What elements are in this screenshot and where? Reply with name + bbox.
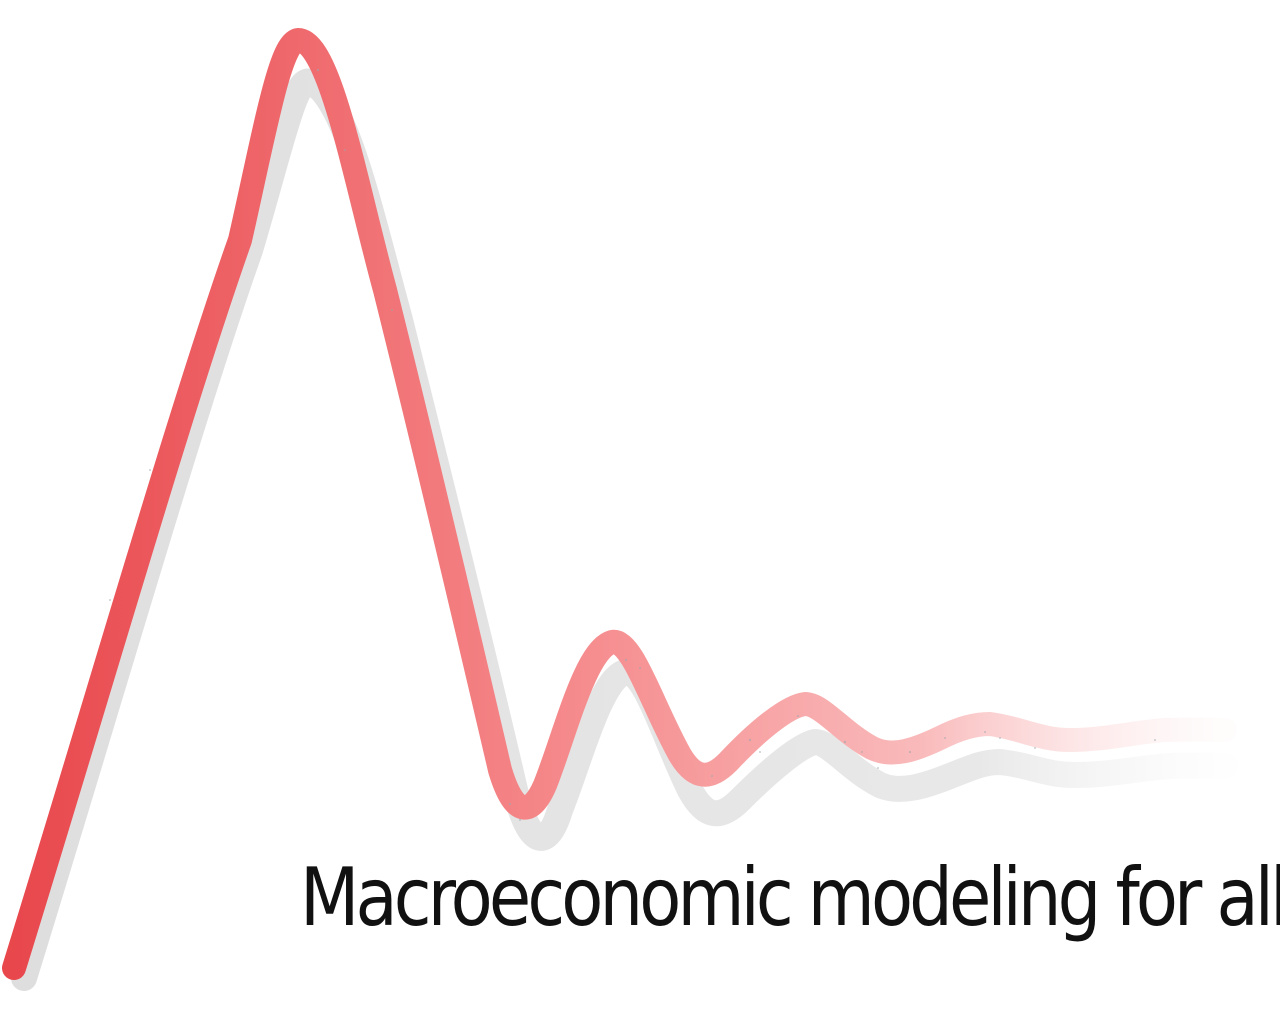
tagline-text: Macroeconomic modeling for all	[300, 851, 1280, 944]
wave-curve	[2, 28, 1237, 980]
curve-speckles	[109, 68, 1156, 821]
wave-shadow	[11, 68, 1238, 991]
